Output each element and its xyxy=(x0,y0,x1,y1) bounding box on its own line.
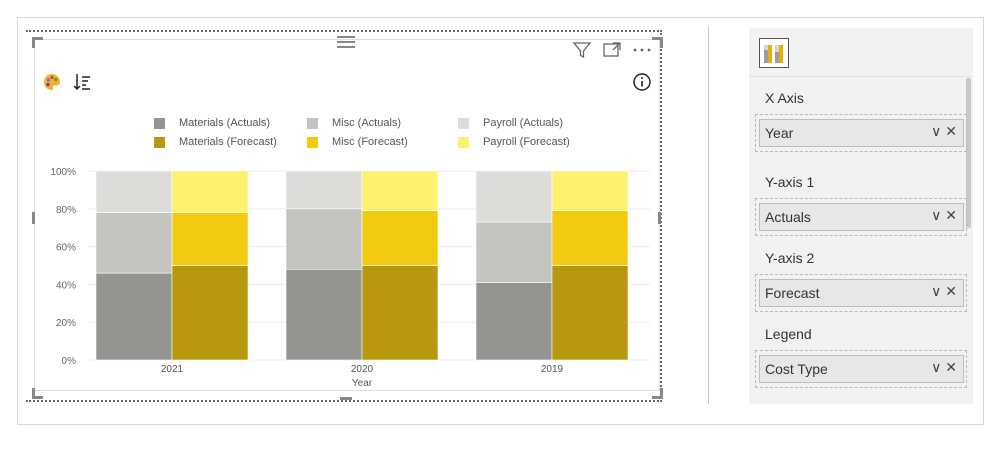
legend-swatch xyxy=(458,136,469,148)
bar-segment xyxy=(95,170,173,213)
chevron-down-icon[interactable]: ∨ xyxy=(931,283,942,299)
bar-segment xyxy=(475,282,553,361)
y-tick-label: 0% xyxy=(62,356,77,367)
bar-segment xyxy=(475,170,553,223)
x-axis-title: Year xyxy=(352,378,373,389)
bar-segment xyxy=(551,210,629,266)
bar-segment xyxy=(551,170,629,211)
bar-segment xyxy=(171,212,249,266)
resize-handle-bottom[interactable] xyxy=(340,397,352,400)
bar-segment xyxy=(285,268,363,361)
resize-handle-left[interactable] xyxy=(32,212,35,224)
legend-label: Materials (Actuals) xyxy=(179,117,271,129)
bar-segment xyxy=(361,210,439,266)
legend-label: Payroll (Actuals) xyxy=(483,117,564,129)
legend-label: Materials (Forecast) xyxy=(179,136,277,148)
y-tick-label: 40% xyxy=(56,280,76,291)
legend-swatch xyxy=(154,117,165,129)
legend-label: Misc (Forecast) xyxy=(332,136,408,148)
field-label: Year xyxy=(765,125,794,141)
legend-label: Misc (Actuals) xyxy=(332,117,402,129)
y-tick-label: 80% xyxy=(56,205,76,216)
legend-item[interactable]: Payroll (Forecast) xyxy=(458,136,570,148)
resize-handle-top-left[interactable] xyxy=(32,37,43,48)
x-tick-label: 2021 xyxy=(161,364,184,375)
bar-segment xyxy=(361,265,439,361)
close-icon[interactable]: ✕ xyxy=(945,359,957,375)
bar-segment xyxy=(285,170,363,210)
chevron-down-icon[interactable]: ∨ xyxy=(931,123,942,139)
bar-segment xyxy=(95,272,173,361)
well-drop-zone[interactable] xyxy=(755,350,967,388)
bar-segment xyxy=(171,170,249,213)
more-options-icon[interactable] xyxy=(632,40,652,60)
legend-item[interactable]: Materials (Forecast) xyxy=(154,136,277,148)
legend-swatch xyxy=(307,117,318,129)
chevron-down-icon[interactable]: ∨ xyxy=(931,359,942,375)
legend-item[interactable]: Payroll (Actuals) xyxy=(458,117,563,129)
close-icon[interactable]: ✕ xyxy=(945,123,957,139)
bar-segment xyxy=(361,170,439,211)
well-drop-zone[interactable] xyxy=(755,114,967,152)
legend-swatch xyxy=(154,136,165,148)
legend-swatch xyxy=(458,117,469,129)
well-field-y-axis-1[interactable]: Actuals ∨ ✕ xyxy=(759,203,964,231)
bar-segment xyxy=(475,221,553,283)
drag-grip-icon[interactable] xyxy=(337,36,355,51)
well-title-y-axis-2: Y-axis 2 xyxy=(765,250,815,266)
visual-selection-border xyxy=(26,30,662,402)
chevron-down-icon[interactable]: ∨ xyxy=(931,207,942,223)
filter-icon[interactable] xyxy=(572,40,592,60)
pane-scrollbar[interactable] xyxy=(966,78,971,228)
resize-handle-top-right[interactable] xyxy=(652,37,663,48)
bar-segment xyxy=(95,212,173,274)
focus-mode-icon[interactable] xyxy=(602,40,622,60)
visual-type-icon[interactable] xyxy=(759,38,789,68)
field-label: Forecast xyxy=(765,285,820,301)
pane-separator xyxy=(749,76,973,77)
resize-handle-bottom-left[interactable] xyxy=(32,388,43,399)
legend-label: Payroll (Forecast) xyxy=(483,136,570,148)
bar-segment xyxy=(285,208,363,270)
well-title-legend: Legend xyxy=(765,326,812,342)
legend-item[interactable]: Misc (Forecast) xyxy=(307,136,408,148)
close-icon[interactable]: ✕ xyxy=(945,283,957,299)
well-field-x-axis[interactable]: Year ∨ ✕ xyxy=(759,119,964,147)
legend-item[interactable]: Materials (Actuals) xyxy=(154,117,270,129)
canvas-frame xyxy=(17,17,984,425)
resize-handle-bottom-right[interactable] xyxy=(652,388,663,399)
info-icon[interactable] xyxy=(632,72,652,92)
well-drop-zone[interactable] xyxy=(755,198,967,236)
x-tick-label: 2020 xyxy=(351,364,374,375)
x-tick-label: 2019 xyxy=(541,364,564,375)
pane-divider xyxy=(708,26,709,404)
palette-icon[interactable] xyxy=(42,72,62,92)
well-title-x-axis: X Axis xyxy=(765,90,804,106)
y-tick-label: 60% xyxy=(56,243,76,254)
y-tick-label: 100% xyxy=(50,167,76,178)
bar-segment xyxy=(551,265,629,361)
resize-handle-right[interactable] xyxy=(658,212,661,224)
y-tick-label: 20% xyxy=(56,318,76,329)
well-title-y-axis-1: Y-axis 1 xyxy=(765,174,815,190)
well-field-legend[interactable]: Cost Type ∨ ✕ xyxy=(759,355,964,383)
sort-icon[interactable] xyxy=(72,72,92,92)
legend-swatch xyxy=(307,136,318,148)
field-label: Actuals xyxy=(765,209,811,225)
close-icon[interactable]: ✕ xyxy=(945,207,957,223)
bar-segment xyxy=(171,265,249,361)
well-field-y-axis-2[interactable]: Forecast ∨ ✕ xyxy=(759,279,964,307)
well-drop-zone[interactable] xyxy=(755,274,967,312)
column-chart-icon xyxy=(764,45,783,63)
legend-item[interactable]: Misc (Actuals) xyxy=(307,117,401,129)
field-label: Cost Type xyxy=(765,361,828,377)
stacked-bar-chart: 0% 20% 40% 60% 80% 100% 2021 2020 2019 Year xyxy=(50,167,650,389)
